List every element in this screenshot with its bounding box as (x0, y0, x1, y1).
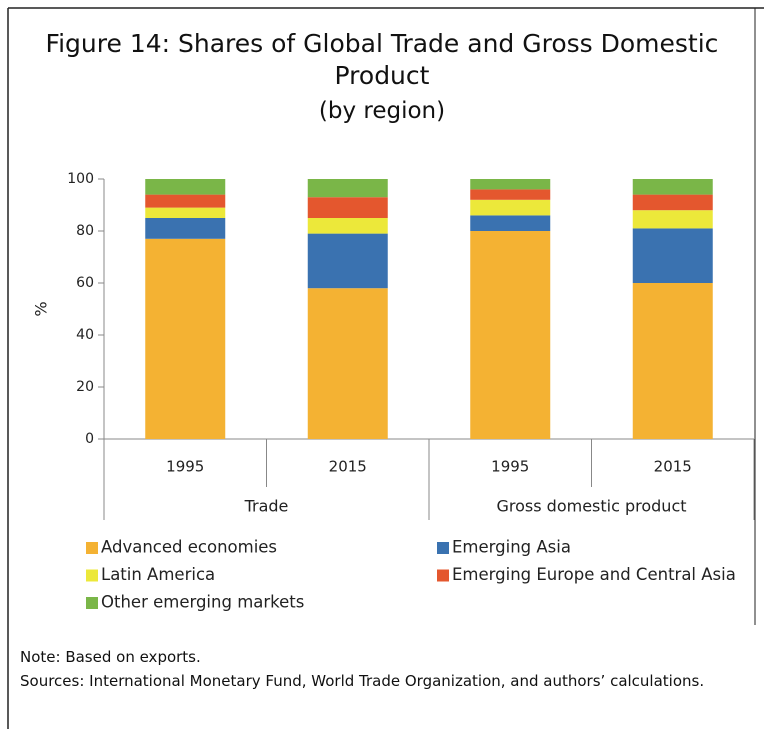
x-tick-label: 1995 (166, 458, 204, 476)
y-axis-label: % (32, 301, 51, 316)
bar-segment (145, 207, 226, 218)
bar-segment (470, 199, 551, 216)
y-tick-label: 60 (76, 275, 94, 291)
legend-swatch (86, 597, 98, 609)
bar-segment (307, 218, 388, 234)
chart-title: Figure 14: Shares of Global Trade and Gr… (45, 29, 719, 90)
bar-segment (145, 194, 226, 208)
sources: Sources: International Monetary Fund, Wo… (20, 672, 705, 690)
y-tick-label: 80 (76, 223, 94, 239)
y-tick-label: 0 (85, 431, 94, 447)
y-tick-label: 20 (76, 379, 94, 395)
bar-segment (145, 238, 226, 439)
bar-segment (470, 189, 551, 200)
bar-segment (632, 210, 713, 229)
bar-segment (470, 215, 551, 231)
bar-segment (145, 179, 226, 195)
legend-swatch (86, 569, 98, 582)
legend-label: Emerging Asia (452, 538, 571, 557)
bar-segment (632, 283, 713, 439)
y-tick-label: 40 (76, 327, 94, 343)
legend-swatch (437, 542, 449, 554)
bar-segment (632, 194, 713, 211)
x-tick-label: 1995 (491, 458, 529, 476)
group-label: Trade (244, 497, 289, 516)
legend-label: Emerging Europe and Central Asia (452, 565, 736, 584)
bar-segment (307, 288, 388, 439)
bar-segment (307, 179, 388, 198)
note: Note: Based on exports. (20, 648, 201, 666)
legend-label: Advanced economies (101, 538, 277, 557)
bar-segment (632, 179, 713, 195)
legend-label: Latin America (101, 565, 215, 584)
group-label: Gross domestic product (496, 497, 686, 516)
x-tick-label: 2015 (329, 458, 367, 476)
bar-segment (470, 179, 551, 190)
legend-swatch (437, 569, 449, 582)
chart-subtitle: (by region) (318, 98, 446, 124)
legend-swatch (86, 542, 98, 554)
bar-segment (632, 228, 713, 283)
legend-label: Other emerging markets (101, 593, 304, 612)
x-tick-label: 2015 (654, 458, 692, 476)
y-tick-label: 100 (67, 171, 94, 187)
bar-segment (145, 218, 226, 239)
bar-segment (307, 233, 388, 289)
bar-segment (470, 231, 551, 439)
bar-segment (307, 197, 388, 218)
